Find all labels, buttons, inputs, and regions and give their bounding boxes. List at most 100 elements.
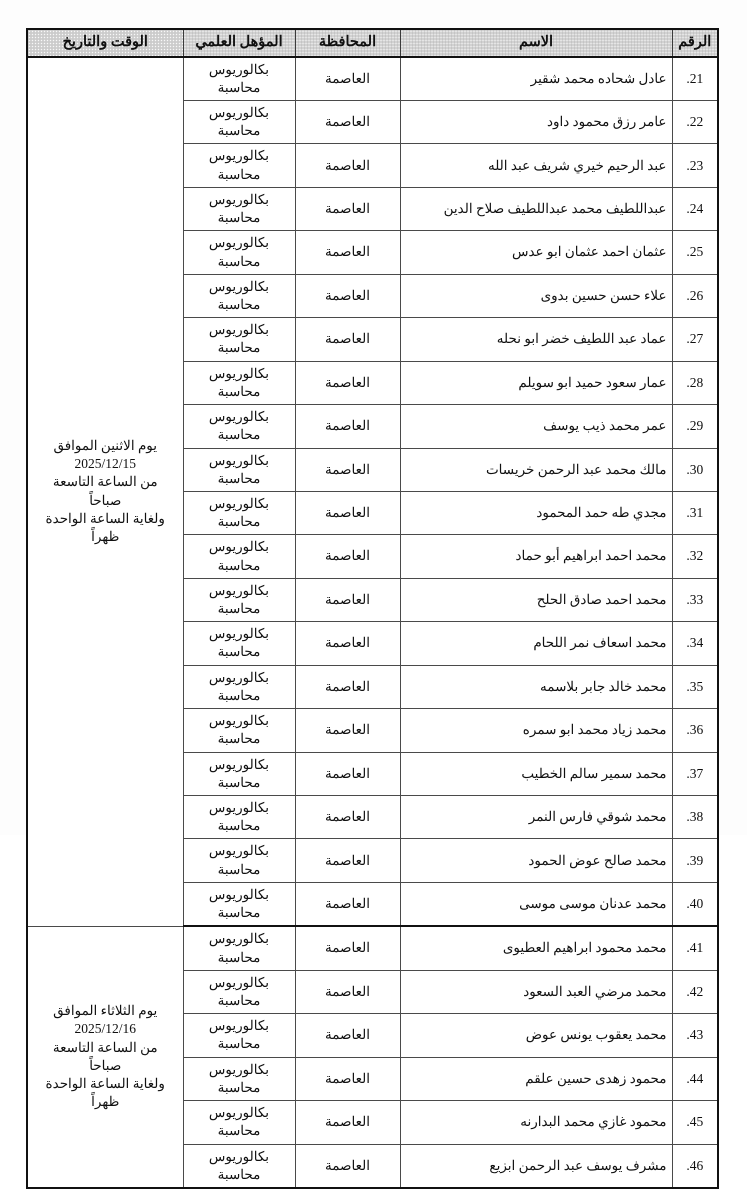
cell-governorate: العاصمة (294, 404, 401, 449)
candidates-roster-table: الرقم الاسم المحافظة المؤهل العلمي الوقت… (26, 28, 719, 1189)
cell-qualification: بكالوريوس محاسبة (182, 708, 296, 753)
time-line: يوم الاثنين الموافق (53, 438, 158, 454)
table-row: .41 محمد محمود ابراهيم العطيوى العاصمة بكال… (26, 925, 719, 1189)
cell-candidate-name: محمود غازي محمد البدارنه (399, 1100, 673, 1145)
cell-qualification: بكالوريوس محاسبة (182, 1143, 296, 1189)
cell-number: .32 (671, 534, 719, 579)
cell-governorate: العاصمة (294, 1143, 401, 1189)
time-line: من الساعة التاسعة (52, 1039, 158, 1055)
cell-number: .44 (671, 1056, 719, 1102)
cell-candidate-name: محمود زهدى حسين علقم (399, 1056, 673, 1102)
cell-candidate-name: محمد شوقي فارس النمر (399, 794, 673, 840)
cell-candidate-name: محمد يعقوب يونس عوض (399, 1013, 673, 1058)
table-row: .25 عثمان احمد عثمان ابو عدس العاصمة بكالور… (27, 230, 719, 275)
cell-qualification: بكالوريوس محاسبة (182, 230, 296, 275)
cell-governorate: العاصمة (294, 273, 401, 319)
cell-candidate-name: محمد عدنان موسى موسى (399, 881, 673, 928)
time-line: 2025/12/16 (74, 1021, 136, 1037)
table-row: .24 عبداللطيف محمد عبداللطيف صلاح الدين ال… (27, 186, 719, 232)
cell-qualification: بكالوريوس محاسبة (182, 56, 296, 101)
cell-governorate: العاصمة (294, 751, 401, 797)
cell-number: .39 (671, 838, 719, 883)
time-line: صباحاً (89, 1057, 122, 1073)
cell-qualification: بكالوريوس محاسبة (182, 143, 296, 188)
time-line: ظهراً (91, 1094, 120, 1110)
cell-qualification: بكالوريوس محاسبة (182, 1100, 296, 1145)
cell-qualification: بكالوريوس محاسبة (182, 1056, 296, 1102)
cell-candidate-name: عادل شحاده محمد شقير (399, 56, 673, 101)
table-header: الرقم الاسم المحافظة المؤهل العلمي الوقت… (26, 28, 719, 58)
cell-qualification: بكالوريوس محاسبة (182, 360, 296, 406)
cell-governorate: العاصمة (294, 186, 401, 232)
cell-candidate-name: مشرف يوسف عبد الرحمن ابزيع (399, 1143, 673, 1189)
cell-governorate: العاصمة (294, 447, 401, 492)
column-header-qualification: المؤهل العلمي (182, 28, 296, 58)
cell-governorate: العاصمة (294, 664, 401, 710)
cell-number: .21 (671, 56, 719, 101)
table-row: .36 محمد زياد محمد ابو سمره العاصمة بكالوري… (27, 708, 719, 753)
table-row: .30 مالك محمد عبد الرحمن خريسات العاصمة بكا… (27, 447, 719, 492)
cell-candidate-name: محمد اسعاف نمر اللحام (399, 621, 673, 666)
table-row: .22 عامر رزق محمود داود العاصمة بكالوريوس م… (27, 99, 719, 145)
table-row: .27 عماد عبد اللطيف خضر ابو نحله العاصمة بك… (27, 317, 719, 362)
column-header-governorate: المحافظة (294, 28, 401, 58)
cell-governorate: العاصمة (294, 1013, 401, 1058)
cell-candidate-name: محمد خالد جابر بلاسمه (399, 664, 673, 710)
column-header-name: الاسم (399, 28, 673, 58)
cell-qualification: بكالوريوس محاسبة (182, 838, 296, 883)
table-row: .26 علاء حسن حسين بدوى العاصمة بكالوريوس مح… (27, 273, 719, 319)
cell-governorate: العاصمة (294, 317, 401, 362)
cell-qualification: بكالوريوس محاسبة (182, 577, 296, 623)
cell-candidate-name: مالك محمد عبد الرحمن خريسات (399, 447, 673, 492)
table-row: .28 عمار سعود حميد ابو سويلم العاصمة بكالور… (27, 360, 719, 406)
time-line: 2025/12/15 (74, 456, 136, 472)
cell-governorate: العاصمة (294, 794, 401, 840)
table-row: .32 محمد احمد ابراهيم أبو حماد العاصمة بكال… (27, 534, 719, 579)
column-header-number: الرقم (671, 28, 719, 58)
time-line: صباحاً (89, 492, 122, 508)
cell-governorate: العاصمة (294, 99, 401, 145)
cell-number: .27 (671, 317, 719, 362)
cell-governorate: العاصمة (294, 708, 401, 753)
table-row: .23 عبد الرحيم خيري شريف عبد الله العاصمة ب… (27, 143, 719, 188)
cell-number: .38 (671, 794, 719, 840)
cell-qualification: بكالوريوس محاسبة (182, 794, 296, 840)
cell-qualification: بكالوريوس محاسبة (182, 925, 296, 971)
cell-governorate: العاصمة (294, 925, 401, 971)
cell-number: .23 (671, 143, 719, 188)
cell-candidate-name: عامر رزق محمود داود (399, 99, 673, 145)
cell-number: .30 (671, 447, 719, 492)
cell-governorate: العاصمة (294, 881, 401, 928)
cell-qualification: بكالوريوس محاسبة (182, 534, 296, 579)
cell-candidate-name: مجدي طه حمد المحمود (399, 490, 673, 536)
cell-qualification: بكالوريوس محاسبة (182, 273, 296, 319)
cell-candidate-name: محمد سمير سالم الخطيب (399, 751, 673, 797)
cell-qualification: بكالوريوس محاسبة (182, 317, 296, 362)
document-page: الرقم الاسم المحافظة المؤهل العلمي الوقت… (26, 28, 719, 1189)
header-row: الرقم الاسم المحافظة المؤهل العلمي الوقت… (26, 28, 719, 58)
cell-qualification: بكالوريوس محاسبة (182, 404, 296, 449)
cell-number: .24 (671, 186, 719, 232)
cell-qualification: بكالوريوس محاسبة (182, 881, 296, 928)
cell-governorate: العاصمة (294, 490, 401, 536)
cell-qualification: بكالوريوس محاسبة (182, 1013, 296, 1058)
cell-governorate: العاصمة (294, 143, 401, 188)
cell-number: .46 (671, 1143, 719, 1189)
cell-candidate-name: عبداللطيف محمد عبداللطيف صلاح الدين (399, 186, 673, 232)
cell-number: .41 (671, 925, 719, 971)
cell-governorate: العاصمة (294, 621, 401, 666)
time-line: ولغاية الساعة الواحدة (45, 1076, 165, 1092)
cell-number: .36 (671, 708, 719, 753)
cell-candidate-name: عبد الرحيم خيري شريف عبد الله (399, 143, 673, 188)
cell-number: .43 (671, 1013, 719, 1058)
cell-number: .40 (671, 881, 719, 928)
cell-number: .35 (671, 664, 719, 710)
cell-number: .33 (671, 577, 719, 623)
cell-candidate-name: محمد محمود ابراهيم العطيوى (399, 925, 673, 971)
table-row: .31 مجدي طه حمد المحمود العاصمة بكالوريوس م… (27, 490, 719, 536)
roster-table-container: الرقم الاسم المحافظة المؤهل العلمي الوقت… (26, 28, 719, 1189)
table-row: .33 محمد احمد صادق الحلح العاصمة بكالوريوس … (27, 577, 719, 623)
cell-qualification: بكالوريوس محاسبة (182, 969, 296, 1015)
cell-candidate-name: محمد احمد صادق الحلح (399, 577, 673, 623)
cell-governorate: العاصمة (294, 1100, 401, 1145)
